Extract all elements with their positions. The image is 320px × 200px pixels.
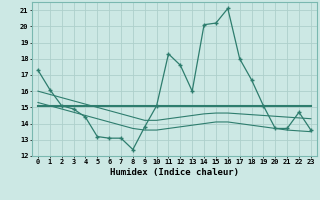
X-axis label: Humidex (Indice chaleur): Humidex (Indice chaleur) bbox=[110, 168, 239, 177]
